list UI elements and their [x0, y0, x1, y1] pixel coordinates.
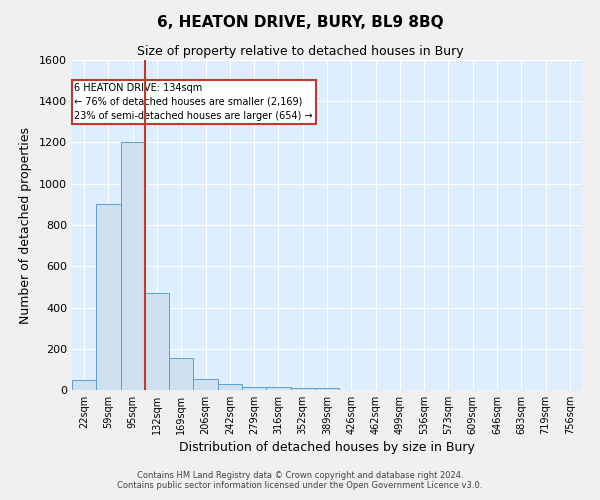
Bar — [290, 388, 315, 390]
Y-axis label: Number of detached properties: Number of detached properties — [19, 126, 32, 324]
Bar — [218, 384, 242, 390]
Text: Contains HM Land Registry data © Crown copyright and database right 2024.
Contai: Contains HM Land Registry data © Crown c… — [118, 470, 482, 490]
Bar — [266, 388, 290, 390]
Text: 6, HEATON DRIVE, BURY, BL9 8BQ: 6, HEATON DRIVE, BURY, BL9 8BQ — [157, 15, 443, 30]
Bar — [242, 387, 266, 390]
Bar — [315, 388, 339, 390]
Bar — [145, 293, 169, 390]
Text: 6 HEATON DRIVE: 134sqm
← 76% of detached houses are smaller (2,169)
23% of semi-: 6 HEATON DRIVE: 134sqm ← 76% of detached… — [74, 82, 313, 120]
Bar — [72, 380, 96, 390]
X-axis label: Distribution of detached houses by size in Bury: Distribution of detached houses by size … — [179, 441, 475, 454]
Bar — [121, 142, 145, 390]
Bar — [96, 204, 121, 390]
Bar — [169, 358, 193, 390]
Bar — [193, 378, 218, 390]
Text: Size of property relative to detached houses in Bury: Size of property relative to detached ho… — [137, 45, 463, 58]
